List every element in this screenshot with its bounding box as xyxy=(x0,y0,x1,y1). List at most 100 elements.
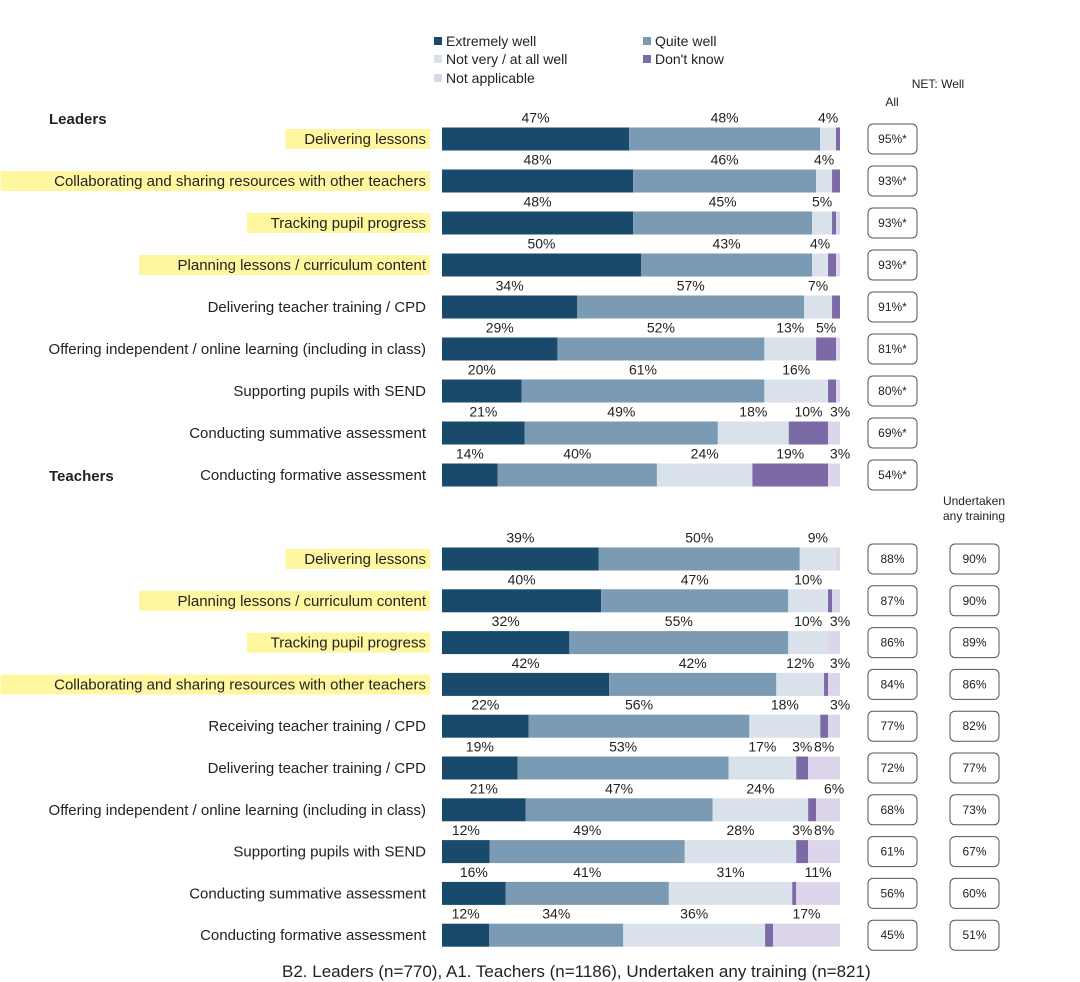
data-label: 3% xyxy=(830,697,850,713)
bar-segment-don-t-know xyxy=(796,756,809,780)
undertaken-value: 90% xyxy=(962,552,986,566)
data-label: 13% xyxy=(776,320,804,336)
bar-segment-extremely-well xyxy=(442,672,610,696)
bar-segment-extremely-well xyxy=(442,337,558,361)
data-label: 24% xyxy=(691,446,719,462)
group-title-teachers: Teachers xyxy=(49,468,114,485)
legend-label: Don't know xyxy=(655,51,724,67)
net-box xyxy=(867,794,918,826)
bar-segment-extremely-well xyxy=(442,295,578,319)
bar-segment-quite-well xyxy=(633,169,817,193)
bar-segment-quite-well xyxy=(569,631,789,655)
data-label: 4% xyxy=(810,236,830,252)
bar-segment-extremely-well xyxy=(442,463,498,487)
net-value: 45% xyxy=(880,928,904,942)
undertaken-value: 89% xyxy=(962,636,986,650)
data-label: 10% xyxy=(794,613,822,629)
bar-segment-not-applicable xyxy=(836,211,840,235)
category-label: Delivering lessons xyxy=(304,131,426,148)
bar-segment-not-very-at-all-well xyxy=(656,463,753,487)
data-label: 6% xyxy=(824,780,844,796)
data-label: 50% xyxy=(685,530,713,546)
data-label: 3% xyxy=(830,446,850,462)
bar-segment-quite-well xyxy=(517,756,729,780)
bar-segment-not-applicable xyxy=(828,672,840,696)
net-value: 95%* xyxy=(878,132,907,146)
data-label: 21% xyxy=(469,404,497,420)
category-label: Planning lessons / curriculum content xyxy=(178,593,427,610)
legend-item-not-applicable: Not applicable xyxy=(434,70,535,86)
net-box xyxy=(867,291,918,323)
bar-segment-not-very-at-all-well xyxy=(717,421,789,445)
net-box xyxy=(867,375,918,407)
category-label: Tracking pupil progress xyxy=(271,635,426,652)
legend-swatch xyxy=(434,37,442,45)
undertaken-value: 82% xyxy=(962,719,986,733)
bar-segment-not-applicable xyxy=(808,756,840,780)
data-label: 41% xyxy=(573,864,601,880)
undertaken-box xyxy=(949,585,1000,617)
data-label: 42% xyxy=(679,655,707,671)
bar-segment-quite-well xyxy=(629,127,821,151)
bar-segment-not-applicable xyxy=(828,631,840,655)
bar-segment-extremely-well xyxy=(442,631,570,655)
undertaken-value: 86% xyxy=(962,677,986,691)
data-label: 34% xyxy=(496,278,524,294)
bar-segment-don-t-know xyxy=(796,840,809,864)
data-label: 48% xyxy=(524,152,552,168)
bar-segment-extremely-well xyxy=(442,798,526,822)
bar-segment-not-very-at-all-well xyxy=(788,631,829,655)
bar-segment-don-t-know xyxy=(820,714,829,738)
bar-segment-extremely-well xyxy=(442,379,522,403)
data-label: 16% xyxy=(460,864,488,880)
category-label: Collaborating and sharing resources with… xyxy=(54,676,426,693)
data-label: 32% xyxy=(492,613,520,629)
bar-segment-extremely-well xyxy=(442,714,529,738)
bar-segment-not-very-at-all-well xyxy=(799,547,836,571)
bar-segment-not-applicable xyxy=(836,379,840,403)
legend-swatch xyxy=(643,55,651,63)
net-value: 72% xyxy=(880,761,904,775)
bar-segment-quite-well xyxy=(497,463,657,487)
label-highlight xyxy=(246,632,430,653)
bar-segment-quite-well xyxy=(521,379,765,403)
undertaken-box xyxy=(949,919,1000,951)
bar-segment-not-applicable xyxy=(828,714,840,738)
undertaken-box xyxy=(949,794,1000,826)
data-label: 12% xyxy=(786,655,814,671)
data-label: 18% xyxy=(771,697,799,713)
sample-size-caption: B2. Leaders (n=770), A1. Teachers (n=118… xyxy=(282,962,871,981)
legend-label: Quite well xyxy=(655,33,717,49)
data-label: 3% xyxy=(830,613,850,629)
bar-segment-not-applicable xyxy=(796,881,840,905)
data-label: 31% xyxy=(717,864,745,880)
bar-segment-quite-well xyxy=(524,421,718,445)
data-label: 4% xyxy=(818,110,838,126)
bar-segment-don-t-know xyxy=(832,169,840,193)
category-label: Conducting summative assessment xyxy=(189,425,427,442)
data-label: 8% xyxy=(814,739,834,755)
bar-segment-extremely-well xyxy=(442,547,599,571)
bar-segment-not-very-at-all-well xyxy=(712,798,809,822)
data-label: 11% xyxy=(805,864,832,880)
bar-segment-not-very-at-all-well xyxy=(812,253,829,277)
data-label: 9% xyxy=(808,530,828,546)
category-label: Delivering teacher training / CPD xyxy=(208,299,427,316)
net-box xyxy=(867,710,918,742)
bar-segment-not-very-at-all-well xyxy=(728,756,797,780)
net-box xyxy=(867,123,918,155)
label-highlight xyxy=(139,590,430,611)
data-label: 14% xyxy=(456,446,484,462)
stacked-bar-chart: Delivering lessons 47% 48% 4% 95%* Collaborat… xyxy=(0,110,1000,951)
undertaken-value: 73% xyxy=(962,803,986,817)
data-label: 3% xyxy=(792,822,812,838)
data-label: 40% xyxy=(508,571,536,587)
bar-segment-don-t-know xyxy=(752,463,829,487)
data-label: 29% xyxy=(486,320,514,336)
data-label: 7% xyxy=(808,278,828,294)
category-label: Delivering teacher training / CPD xyxy=(208,760,427,777)
bar-segment-don-t-know xyxy=(828,589,833,613)
bar-segment-extremely-well xyxy=(442,169,634,193)
bar-segment-extremely-well xyxy=(442,589,602,613)
net-value: 81%* xyxy=(878,342,907,356)
